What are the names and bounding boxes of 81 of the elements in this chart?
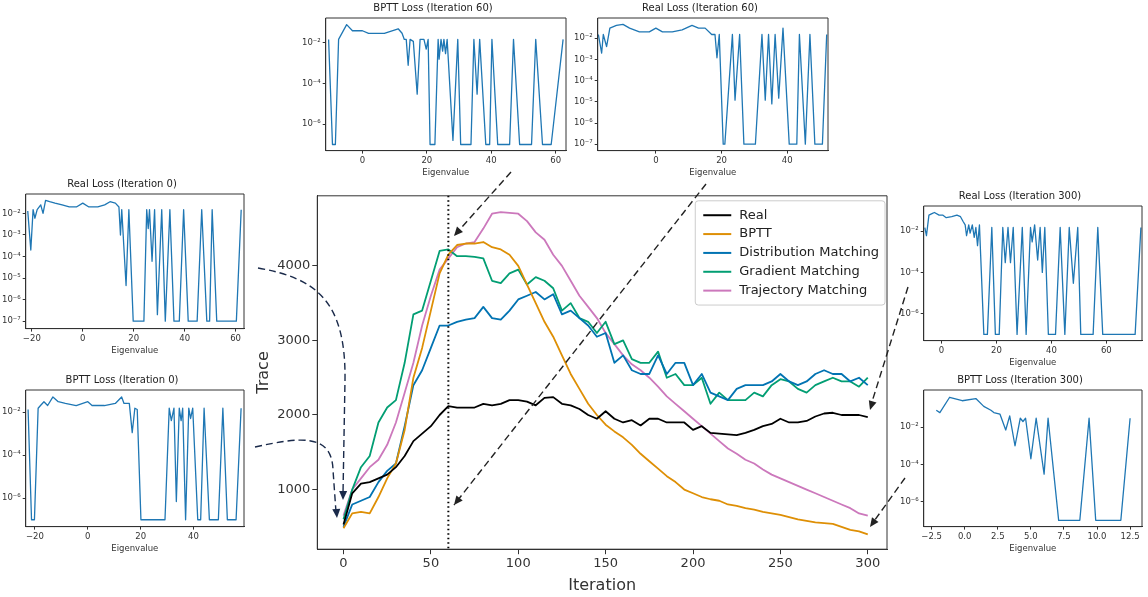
y-tick-label: 10⁻³ — [1, 229, 21, 240]
y-tick-label: 10⁻⁴ — [1, 449, 22, 460]
x-tick-label: 20 — [128, 332, 140, 343]
x-tick-label: 7.5 — [1057, 530, 1071, 541]
x-axis-title: Eigenvalue — [422, 167, 470, 178]
x-tick-label: 0 — [85, 530, 91, 541]
legend-label: BPTT — [739, 225, 772, 241]
y-tick-label: 2000 — [277, 406, 311, 422]
y-tick-label: 10⁻³ — [573, 53, 593, 64]
x-axis-title: Eigenvalue — [1009, 357, 1057, 368]
chart-title: Real Loss (Iteration 60) — [642, 1, 759, 13]
y-tick-label: 10⁻⁶ — [301, 118, 322, 129]
x-axis-title: Eigenvalue — [1009, 543, 1057, 554]
y-tick-label: 10⁻² — [1, 406, 21, 417]
y-tick-label: 10⁻⁶ — [573, 117, 594, 128]
y-tick-label: 10⁻⁴ — [301, 77, 322, 88]
x-tick-label: 0.0 — [957, 530, 972, 541]
x-axis-title: Eigenvalue — [111, 543, 159, 554]
x-tick-label: 60 — [550, 154, 562, 165]
chart-title: BPTT Loss (Iteration 300) — [957, 373, 1083, 385]
x-tick-label: 250 — [767, 555, 793, 571]
y-tick-label: 10⁻² — [899, 225, 919, 236]
x-tick-label: 2.5 — [991, 530, 1005, 541]
x-tick-label: −20 — [22, 332, 41, 343]
y-tick-label: 1000 — [277, 480, 311, 496]
x-tick-label: 100 — [505, 555, 531, 571]
y-tick-label: 10⁻² — [1, 207, 21, 218]
y-tick-label: 10⁻⁷ — [573, 138, 594, 149]
x-axis-title: Eigenvalue — [111, 345, 159, 356]
y-tick-label: 10⁻⁷ — [1, 315, 22, 326]
x-tick-label: 10.0 — [1087, 530, 1107, 541]
x-tick-label: 40 — [1045, 344, 1057, 355]
y-tick-label: 10⁻⁴ — [899, 266, 920, 277]
x-tick-label: 12.5 — [1120, 530, 1140, 541]
x-tick-label: 0 — [339, 555, 348, 571]
x-tick-label: 60 — [1100, 344, 1112, 355]
y-tick-label: 10⁻⁵ — [1, 272, 21, 283]
y-tick-label: 10⁻⁶ — [1, 293, 22, 304]
x-tick-label: 0 — [359, 154, 366, 165]
y-tick-label: 10⁻⁶ — [1, 492, 22, 503]
y-tick-label: 10⁻² — [899, 421, 919, 432]
y-tick-label: 10⁻⁴ — [573, 74, 594, 85]
y-tick-label: 10⁻² — [301, 37, 321, 48]
x-tick-label: 0 — [80, 332, 86, 343]
x-tick-label: 40 — [179, 332, 191, 343]
legend-label: Real — [739, 206, 768, 222]
chart-title: BPTT Loss (Iteration 0) — [65, 373, 179, 385]
x-axis-title: Iteration — [568, 574, 637, 594]
y-tick-label: 10⁻⁶ — [899, 307, 920, 318]
x-tick-label: 150 — [593, 555, 619, 571]
y-tick-label: 10⁻⁴ — [1, 250, 22, 261]
legend-label: Gradient Matching — [739, 263, 860, 279]
x-tick-label: 20 — [991, 344, 1002, 355]
x-tick-label: 40 — [781, 154, 793, 165]
x-tick-label: 5.0 — [1024, 530, 1038, 541]
legend-label: Trajectory Matching — [738, 282, 868, 297]
x-tick-label: −2.5 — [921, 530, 942, 541]
x-tick-label: 20 — [716, 154, 727, 165]
y-tick-label: 10⁻⁶ — [899, 495, 920, 506]
x-tick-label: 0 — [938, 344, 945, 355]
y-tick-label: 10⁻⁴ — [899, 458, 920, 469]
x-tick-label: 20 — [135, 530, 147, 541]
x-tick-label: 200 — [680, 555, 706, 571]
x-tick-label: 0 — [653, 154, 659, 165]
chart-title: Real Loss (Iteration 300) — [958, 189, 1082, 201]
x-tick-label: 20 — [421, 154, 433, 165]
y-tick-label: 10⁻⁵ — [573, 96, 593, 107]
x-tick-label: 60 — [230, 332, 242, 343]
x-tick-label: −20 — [25, 530, 44, 541]
x-axis-title: Eigenvalue — [689, 167, 737, 178]
y-tick-label: 3000 — [277, 331, 311, 347]
y-tick-label: 4000 — [277, 257, 311, 273]
chart-title: Real Loss (Iteration 0) — [67, 177, 177, 189]
x-tick-label: 300 — [855, 555, 881, 571]
legend-label: Distribution Matching — [739, 244, 880, 260]
x-tick-label: 40 — [188, 530, 199, 541]
chart-title: BPTT Loss (Iteration 60) — [373, 1, 493, 13]
y-axis-title: Trace — [252, 351, 272, 395]
x-tick-label: 50 — [422, 555, 440, 571]
x-tick-label: 40 — [485, 154, 497, 165]
y-tick-label: 10⁻² — [573, 32, 593, 43]
